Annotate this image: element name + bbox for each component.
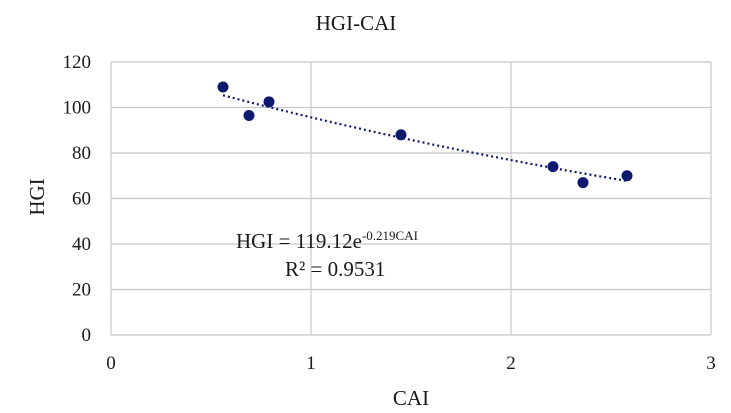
r-squared: R² = 0.9531 (285, 257, 385, 281)
y-tick-label: 40 (72, 234, 91, 255)
x-axis-label: CAI (393, 386, 429, 410)
x-tick-labels: 0 1 2 3 (106, 353, 716, 374)
y-tick-label: 60 (72, 189, 91, 210)
x-tick-label: 1 (306, 353, 316, 374)
data-point (577, 177, 589, 189)
y-tick-label: 80 (72, 143, 91, 164)
data-point (217, 81, 229, 93)
trendline-equation: HGI = 119.12e-0.219CAI (236, 228, 418, 253)
y-tick-label: 100 (63, 98, 92, 119)
data-point (243, 109, 255, 121)
y-tick-labels: 0 20 40 60 80 100 120 (63, 52, 92, 346)
y-tick-label: 20 (72, 280, 91, 301)
data-point (263, 96, 275, 108)
x-tick-label: 2 (506, 353, 516, 374)
data-point (621, 170, 633, 182)
x-tick-label: 3 (706, 353, 716, 374)
equation-exponent: -0.219CAI (362, 228, 418, 243)
data-point (395, 129, 407, 141)
chart-title: HGI-CAI (316, 11, 396, 35)
grid (110, 61, 712, 336)
trendline (222, 94, 628, 183)
x-tick-label: 0 (106, 353, 116, 374)
y-tick-label: 0 (82, 325, 92, 346)
data-point (547, 161, 559, 173)
data-points (217, 81, 633, 189)
y-axis-label: HGI (25, 178, 49, 215)
y-tick-label: 120 (63, 52, 92, 73)
equation-base: HGI = 119.12e (236, 229, 362, 253)
